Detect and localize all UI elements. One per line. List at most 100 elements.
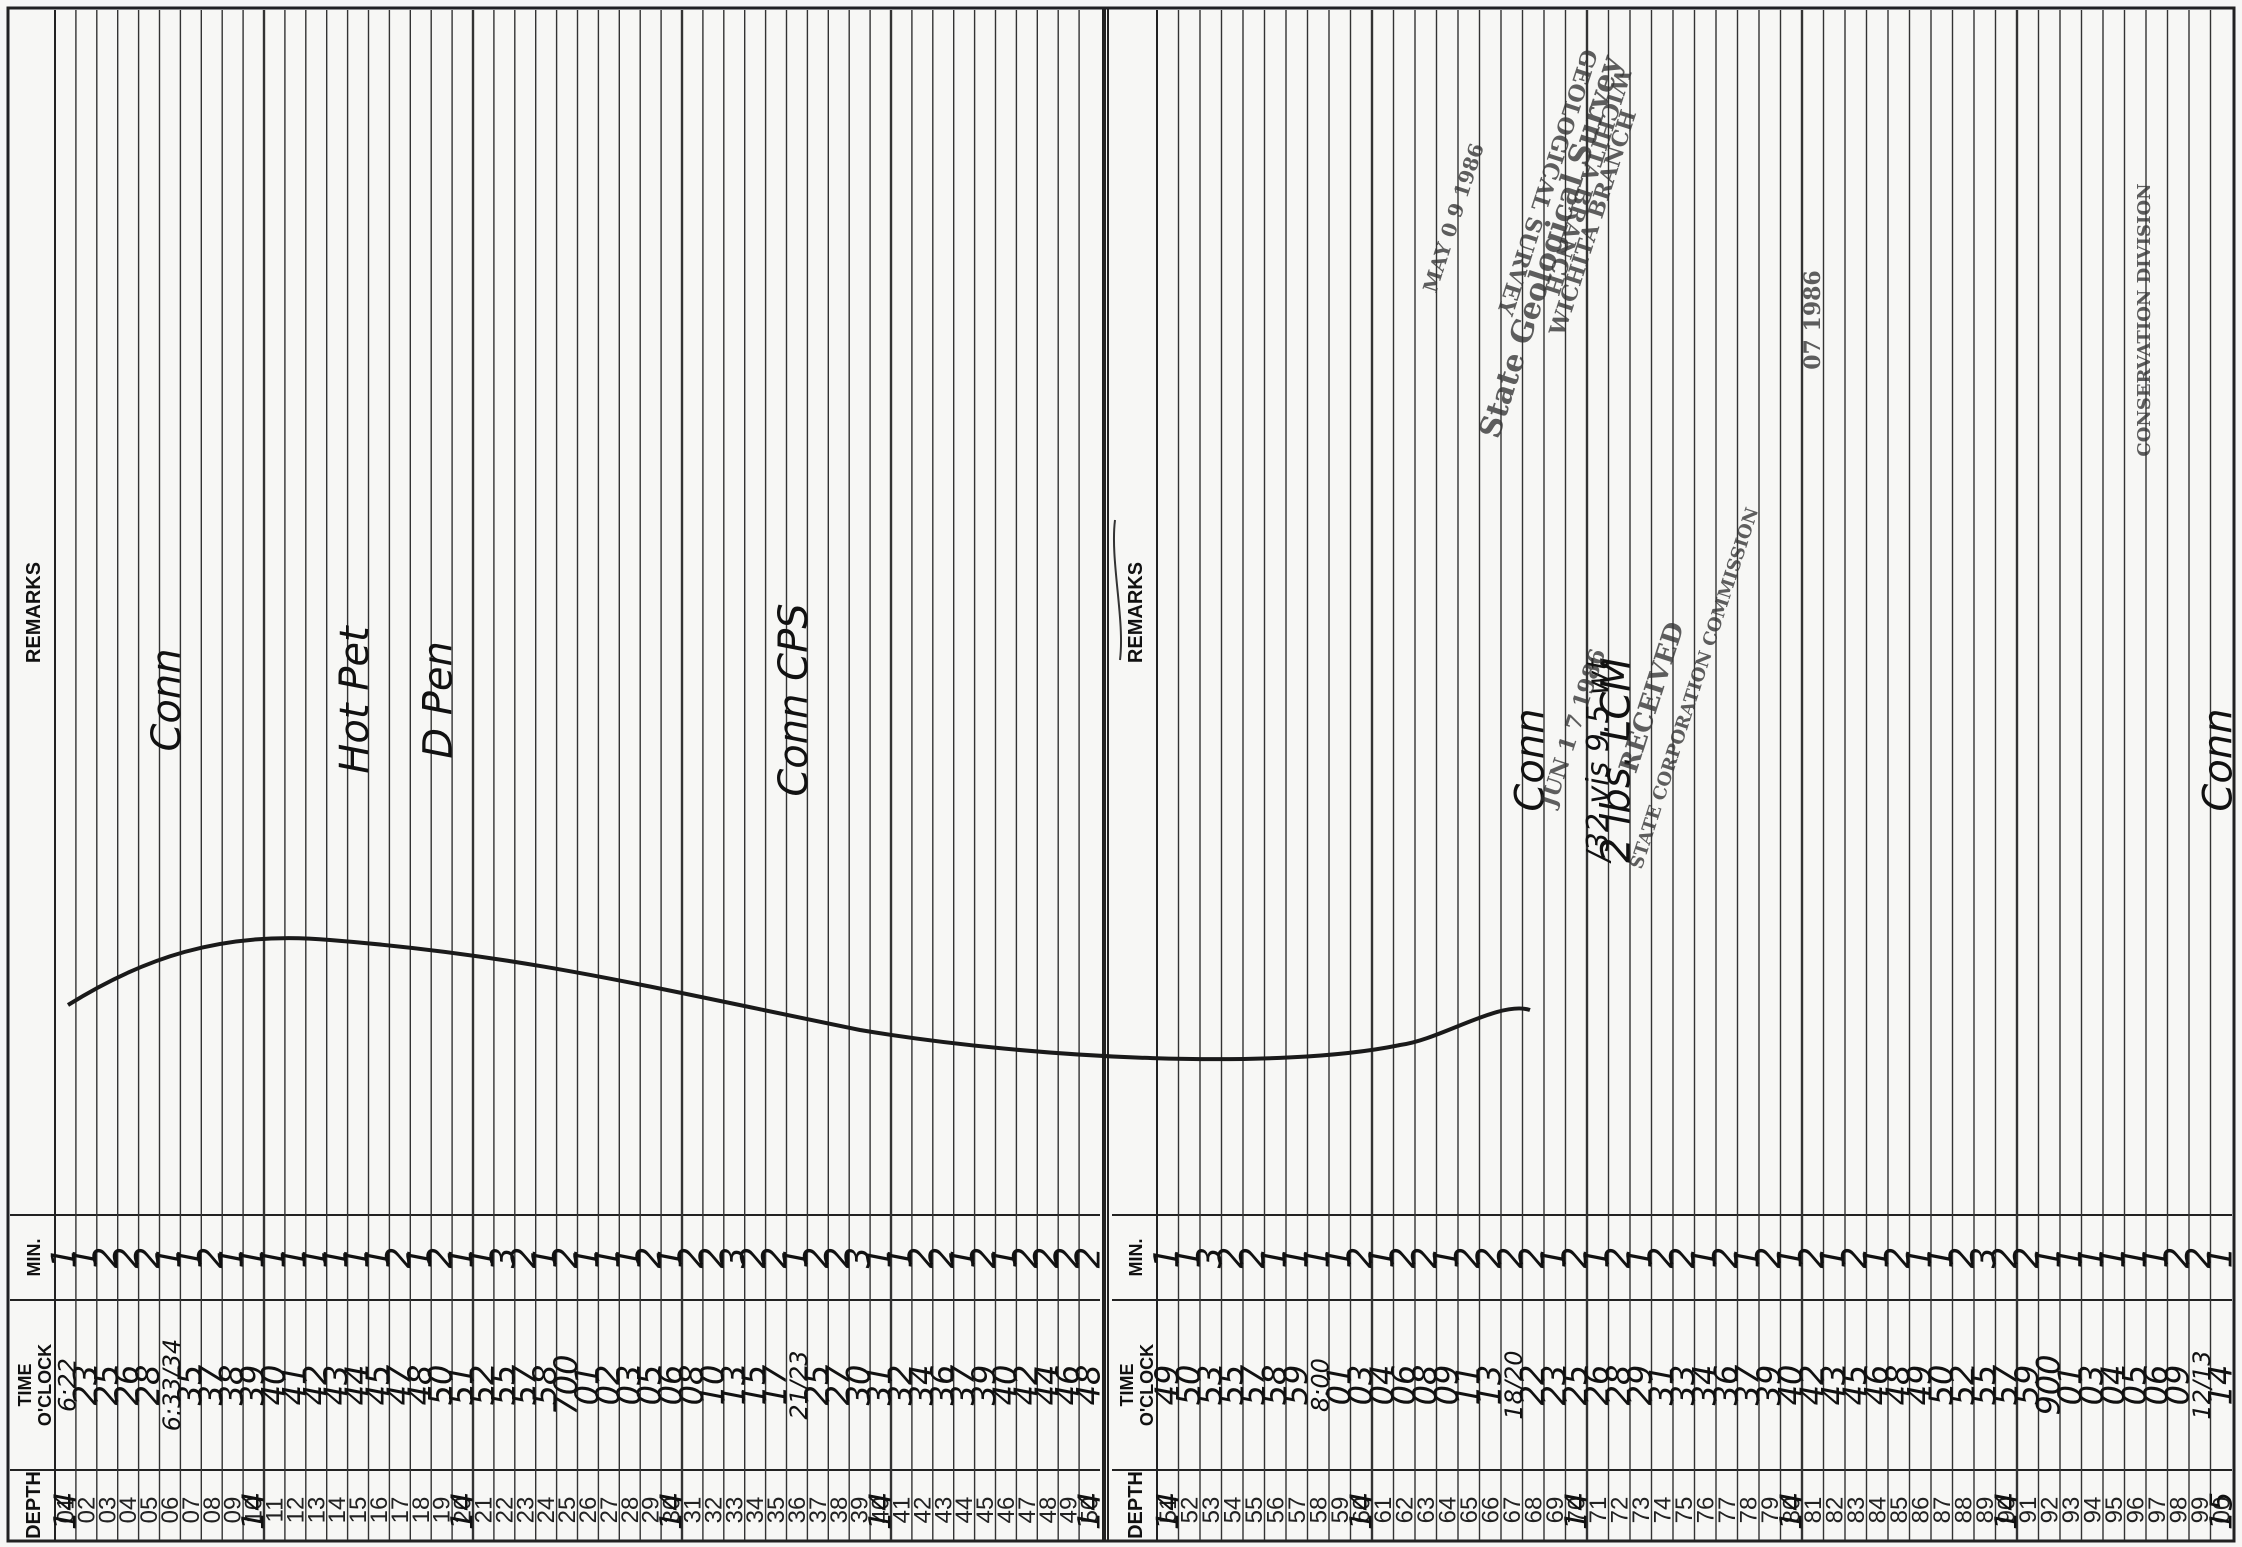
depth-cell: 01 — [52, 1497, 79, 1524]
min-cell: 1 — [1362, 1247, 1402, 1269]
depth-cell: 63 — [1413, 1497, 1440, 1524]
time-cell: 06 — [2137, 1365, 2175, 1406]
time-cell: 55 — [1212, 1365, 1250, 1406]
time-cell: 31 — [861, 1365, 899, 1406]
depth-cell: 09 — [220, 1497, 247, 1524]
depth-cell: 77 — [1714, 1497, 1741, 1524]
depth-cell: 78 — [1735, 1497, 1762, 1524]
depth-cell: 92 — [2036, 1497, 2063, 1524]
time-cell: 21/23 — [785, 1350, 813, 1419]
depth-cell: 15 — [345, 1497, 372, 1524]
depth-cell: 76 — [1692, 1497, 1719, 1524]
table-row: 49 46 2 — [1048, 1247, 1088, 1524]
depth-header: DEPTH — [1125, 1471, 1147, 1539]
table-row: 79 39 2 — [1749, 1247, 1789, 1524]
time-cell: 09 — [2158, 1365, 2196, 1406]
depth-cell: 19 — [429, 1497, 456, 1524]
time-cell: 51 — [443, 1365, 481, 1406]
min-cell: 2 — [755, 1247, 795, 1269]
remarks-header: REMARKS — [1125, 562, 1147, 663]
table-row: 89 55 3 — [1964, 1247, 2004, 1524]
time-cell: 43 — [317, 1365, 355, 1406]
time-cell: 38 — [213, 1365, 251, 1406]
min-cell: 2 — [1006, 1247, 1046, 1269]
depth-cell: 17 — [387, 1497, 414, 1524]
depth-cell: 84 — [1864, 1497, 1891, 1524]
table-row: 94 03 1 — [2071, 1247, 2111, 1524]
time-cell: 17 — [756, 1364, 794, 1405]
min-cell: 2 — [107, 1247, 147, 1269]
time-cell: 45 — [1836, 1365, 1874, 1406]
time-cell: 57 — [505, 1364, 543, 1405]
depth-cell: 56 — [1262, 1497, 1289, 1524]
table-row: 93 01 1 — [2050, 1247, 2090, 1524]
min-cell: 1 — [860, 1247, 900, 1269]
depth-cell: 53 — [1198, 1497, 1225, 1524]
table-row: 33 13 3 — [713, 1247, 753, 1524]
time-cell: 11 — [1449, 1365, 1487, 1406]
time-cell: 39 — [234, 1365, 272, 1406]
depth-cell: 44 — [951, 1497, 978, 1524]
min-cell: 1 — [1168, 1247, 1208, 1269]
min-cell: 3 — [713, 1247, 753, 1269]
depth-cell: 95 — [2101, 1497, 2128, 1524]
depth-cell: 29 — [638, 1497, 665, 1524]
time-cell: 40 — [254, 1365, 292, 1406]
table-row: 05 28 2 — [128, 1247, 168, 1524]
min-cell: 1 — [1577, 1247, 1617, 1269]
time-cell: 32 — [881, 1365, 919, 1406]
table-row: 99 12/13 2 — [2179, 1247, 2219, 1524]
min-cell: 2 — [1469, 1247, 1509, 1269]
depth-cell: 26 — [575, 1497, 602, 1524]
time-cell: 01 — [2051, 1365, 2089, 1406]
depth-cell: 06 — [157, 1497, 184, 1524]
time-cell: 59 — [1277, 1365, 1315, 1406]
drawn-curve — [66, 936, 1531, 1062]
time-cell: 44 — [1028, 1365, 1066, 1406]
depth-cell: 59 — [1327, 1497, 1354, 1524]
min-header: MIN. — [24, 1239, 44, 1277]
time-cell: 25 — [1556, 1365, 1594, 1406]
time-cell: 8:00 — [1306, 1358, 1334, 1412]
time-cell: 48 — [1879, 1365, 1917, 1406]
table-row: 58 8:00 1 — [1297, 1247, 1337, 1524]
time-cell: 50 — [1169, 1365, 1207, 1406]
min-cell: 2 — [1792, 1247, 1832, 1269]
depth-cell: 10 — [241, 1497, 268, 1524]
depth-cell: 11 — [261, 1498, 288, 1523]
time-cell: 58 — [1255, 1365, 1293, 1406]
time-cell: 12/13 — [2188, 1350, 2216, 1419]
table-row: 27 02 1 — [588, 1247, 628, 1524]
min-cell: 1 — [1620, 1247, 1660, 1269]
time-cell: 05 — [2115, 1365, 2153, 1406]
depth-cell: 72 — [1606, 1497, 1633, 1524]
min-cell: 1 — [776, 1247, 816, 1269]
min-cell: 2 — [1555, 1247, 1595, 1269]
min-cell: 2 — [128, 1247, 168, 1269]
depth-cell: 23 — [512, 1497, 539, 1524]
depth-hundreds-handwritten: 14 — [446, 1492, 481, 1530]
min-cell: 1 — [651, 1247, 691, 1269]
min-cell: 2 — [1233, 1247, 1273, 1269]
depth-cell: 54 — [1219, 1497, 1246, 1524]
min-cell: 2 — [1027, 1247, 1067, 1269]
time-cell: 03 — [2072, 1365, 2110, 1406]
remark-text: 2 lbs. LCM — [1593, 657, 1639, 863]
penetration-curve — [66, 519, 1531, 1062]
table-row: 28 03 1 — [609, 1247, 649, 1524]
min-cell: 2 — [630, 1247, 670, 1269]
min-cell: 2 — [504, 1247, 544, 1269]
time-cell: 45 — [359, 1365, 397, 1406]
min-cell: 1 — [212, 1247, 252, 1269]
time-cell: 18/20 — [1500, 1350, 1528, 1419]
depth-cell: 90 — [1993, 1497, 2020, 1524]
table-row: 91 59 2 — [2007, 1247, 2047, 1524]
table-row: 82 43 1 — [1813, 1247, 1853, 1524]
table-row: 24 58 1 — [525, 1247, 565, 1524]
time-cell: 10 — [693, 1365, 731, 1406]
time-cell: 46 — [1049, 1365, 1087, 1406]
